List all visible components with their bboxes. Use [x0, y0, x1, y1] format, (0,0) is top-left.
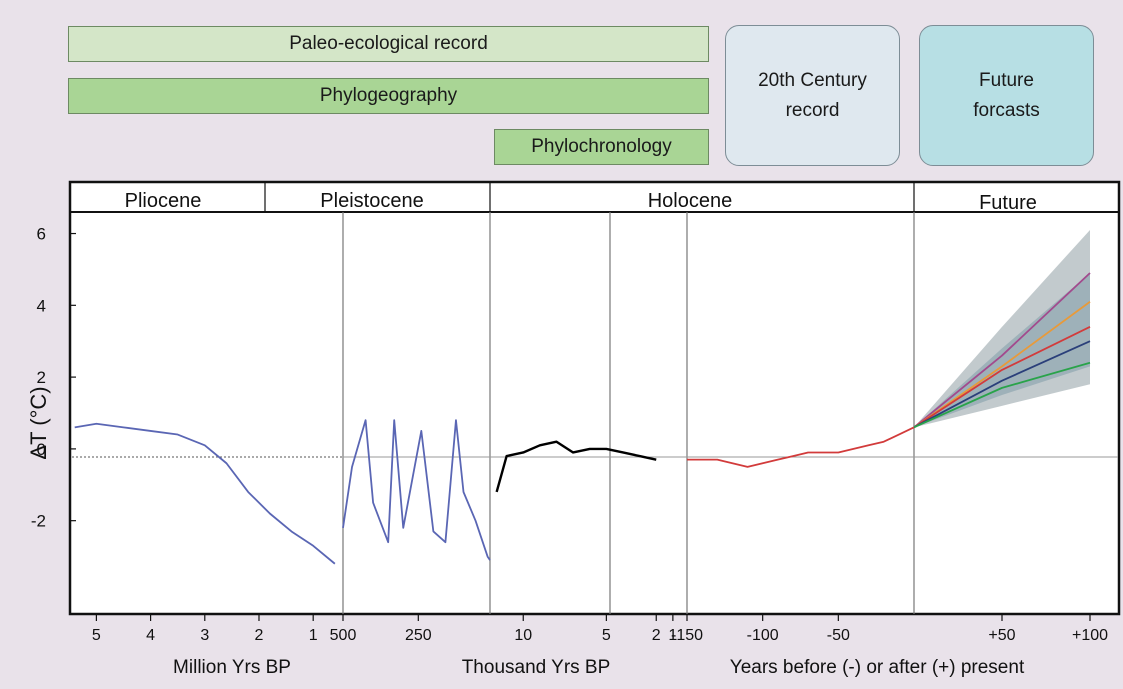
y-tick-label: -2 — [31, 512, 46, 531]
series-line-million-years-0 — [74, 422, 336, 565]
paleo-ecological-record-bar: Paleo-ecological record — [68, 26, 709, 62]
phylogeography-label: Phylogeography — [319, 85, 458, 106]
unit-label-years: Years before (-) or after (+) present — [730, 657, 1025, 678]
epoch-label-pliocene: Pliocene — [125, 190, 202, 212]
twentieth-century-record-box: 20th Century record — [725, 25, 900, 166]
phylochronology-bar: Phylochronology — [494, 129, 709, 165]
series-line-future-4 — [913, 361, 1091, 429]
x-tick-label: 500 — [330, 627, 357, 644]
series-line-future-1 — [913, 301, 1091, 429]
x-tick-label: 4 — [146, 627, 155, 644]
series-line-future-3 — [913, 340, 1091, 429]
epoch-label-pleistocene: Pleistocene — [320, 190, 423, 212]
future-forecasts-label: Future forcasts — [973, 69, 1040, 121]
epoch-label-future: Future — [979, 192, 1037, 214]
series-line-years-0 — [687, 426, 915, 468]
x-tick-label: 5 — [92, 627, 101, 644]
x-tick-label: 2 — [652, 627, 661, 644]
x-tick-label: 1 — [668, 627, 677, 644]
future-forecasts-box: Future forcasts — [919, 25, 1094, 166]
y-tick-label: 4 — [37, 296, 46, 315]
phylochronology-label: Phylochronology — [531, 136, 672, 157]
y-axis-label: ΔT (°C) — [26, 386, 51, 459]
forecast-envelope-inner — [914, 273, 1090, 428]
x-tick-label: 2 — [255, 627, 264, 644]
paleo-ecological-record-label: Paleo-ecological record — [289, 33, 488, 54]
unit-label-million: Million Yrs BP — [173, 657, 291, 678]
series-layer — [74, 229, 1091, 565]
x-tick-label: -150 — [671, 627, 703, 644]
series-line-future-0 — [913, 272, 1091, 429]
epoch-label-holocene: Holocene — [648, 190, 733, 212]
x-tick-label: 1 — [309, 627, 318, 644]
x-tick-label: 250 — [405, 627, 432, 644]
y-tick-label: 2 — [37, 368, 46, 387]
twentieth-century-record-label: 20th Century record — [758, 69, 867, 121]
y-tick-label: 0 — [37, 440, 46, 459]
series-line-thousand-years-short-0 — [495, 440, 657, 493]
x-tick-label: 3 — [200, 627, 209, 644]
x-tick-label: +50 — [988, 627, 1015, 644]
phylogeography-bar: Phylogeography — [68, 78, 709, 114]
x-tick-label: +100 — [1072, 627, 1108, 644]
series-line-thousand-years-long-0 — [342, 419, 491, 561]
x-tick-label: 5 — [602, 627, 611, 644]
x-tick-label: 10 — [514, 627, 532, 644]
x-tick-label: -100 — [747, 627, 779, 644]
y-tick-label: 6 — [37, 225, 46, 244]
series-line-future-2 — [913, 326, 1091, 429]
x-tick-label: -50 — [827, 627, 850, 644]
unit-label-thousand: Thousand Yrs BP — [462, 657, 611, 678]
